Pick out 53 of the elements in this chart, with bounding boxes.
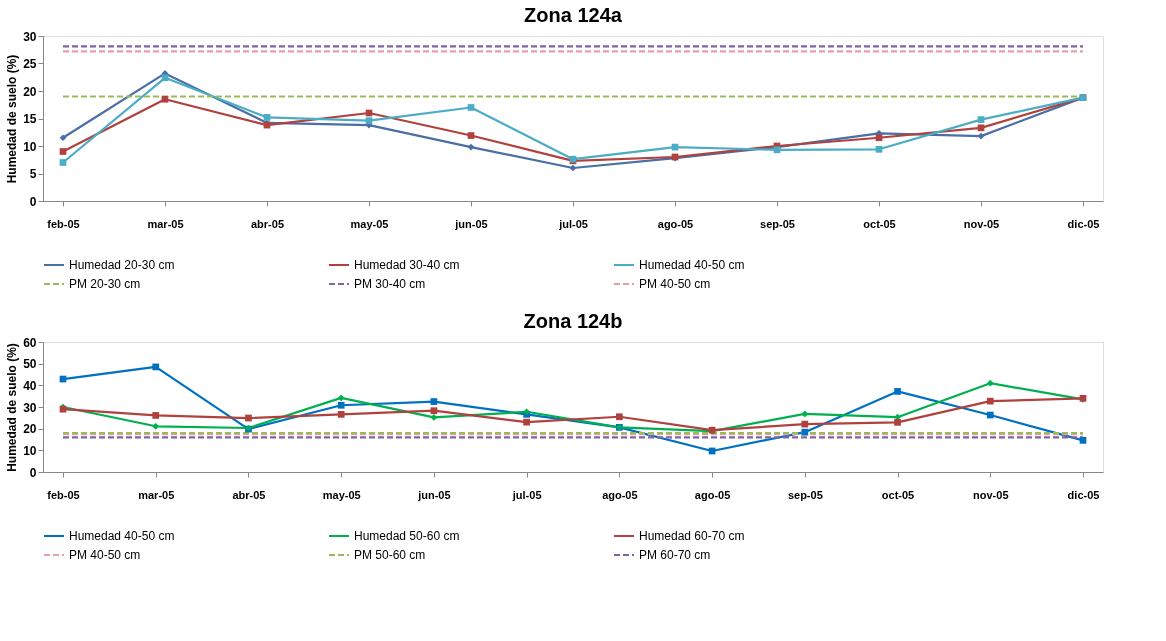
legend-label: PM 20-30 cm bbox=[69, 277, 141, 291]
x-tick-label: feb-05 bbox=[47, 488, 80, 501]
x-tick-label: jul-05 bbox=[511, 488, 542, 501]
y-tick-label: 5 bbox=[29, 167, 37, 181]
y-tick-label: 40 bbox=[23, 378, 37, 393]
y-tick-label: 10 bbox=[23, 443, 37, 458]
y-tick-label: 0 bbox=[29, 465, 37, 480]
x-tick-label: jun-05 bbox=[417, 488, 451, 501]
x-tick-label: oct-05 bbox=[863, 217, 896, 230]
x-tick-label: jul-05 bbox=[558, 217, 588, 230]
x-tick-label: may-05 bbox=[322, 488, 361, 501]
y-tick-label: 0 bbox=[29, 194, 37, 209]
legend-label: Humedad 60-70 cm bbox=[639, 529, 745, 543]
y-tick-label: 20 bbox=[23, 84, 37, 99]
y-tick-label: 60 bbox=[23, 335, 37, 350]
legend-label: PM 60-70 cm bbox=[639, 548, 711, 562]
x-tick-label: ago-05 bbox=[602, 488, 638, 501]
y-tick-label: 30 bbox=[23, 29, 37, 44]
x-tick-label: ago-05 bbox=[657, 217, 694, 230]
x-tick-label: abr-05 bbox=[250, 217, 285, 230]
legend-label: Humedad 30-40 cm bbox=[354, 258, 460, 272]
x-tick-label: dic-05 bbox=[1067, 217, 1100, 230]
chart-title: Zona 124b bbox=[523, 310, 623, 332]
x-tick-label: may-05 bbox=[350, 217, 389, 230]
x-tick-label: mar-05 bbox=[147, 217, 184, 230]
y-tick-label: 30 bbox=[23, 400, 37, 415]
x-tick-label: abr-05 bbox=[232, 488, 266, 501]
x-tick-label: sep-05 bbox=[760, 217, 795, 230]
legend-label: Humedad 50-60 cm bbox=[354, 529, 460, 543]
x-tick-label: ago-05 bbox=[694, 488, 731, 501]
legend-label: PM 40-50 cm bbox=[69, 548, 141, 562]
legend-label: Humedad 40-50 cm bbox=[639, 258, 745, 272]
y-axis-title: Humedad de suelo (%) bbox=[5, 343, 20, 472]
legend-label: Humedad 20-30 cm bbox=[69, 258, 175, 272]
x-tick-label: feb-05 bbox=[47, 217, 80, 230]
y-axis-title: Humedad de suelo (%) bbox=[5, 54, 20, 184]
legend-label: PM 50-60 cm bbox=[354, 548, 426, 562]
x-tick-label: nov-05 bbox=[973, 488, 1009, 501]
legend-label: Humedad 40-50 cm bbox=[69, 529, 175, 543]
x-tick-label: jun-05 bbox=[454, 217, 488, 230]
x-tick-label: oct-05 bbox=[881, 488, 915, 501]
x-tick-label: dic-05 bbox=[1067, 488, 1100, 501]
y-tick-label: 15 bbox=[23, 112, 37, 126]
x-tick-label: mar-05 bbox=[138, 488, 175, 501]
y-tick-label: 10 bbox=[23, 139, 37, 154]
y-tick-label: 20 bbox=[23, 422, 37, 437]
chart-title: Zona 124a bbox=[524, 4, 623, 26]
x-tick-label: nov-05 bbox=[963, 217, 1000, 230]
y-tick-label: 50 bbox=[23, 357, 37, 372]
x-tick-label: sep-05 bbox=[787, 488, 823, 501]
legend-label: PM 40-50 cm bbox=[639, 277, 711, 291]
y-tick-label: 25 bbox=[23, 57, 37, 71]
legend-label: PM 30-40 cm bbox=[354, 277, 426, 291]
